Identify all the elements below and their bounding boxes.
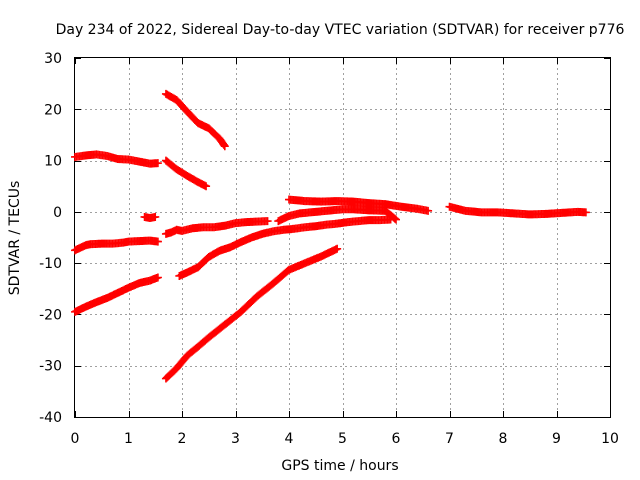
y-tick-label: -40 [39,410,62,426]
data-series [71,236,162,255]
x-tick-labels: 0 1 2 3 4 5 6 7 8 9 10 [71,431,619,447]
x-tick-label: 2 [178,431,187,447]
data-series [71,150,162,168]
data-series [161,156,211,191]
data-series [161,244,342,383]
data-point-marker [153,273,162,282]
x-tick-label: 3 [231,431,240,447]
data-series [161,217,272,238]
data-series [285,195,433,215]
x-tick-label: 4 [285,431,294,447]
data-series [140,212,160,223]
y-tick-labels: -40 -30 -20 -10 0 10 20 30 [39,51,62,426]
y-tick-label: -20 [39,307,62,323]
data-series [274,205,400,226]
data-point-marker [390,214,399,223]
data-point-marker [263,217,272,226]
data-point-marker [202,182,211,191]
data-series [175,215,395,280]
data-series [71,273,162,316]
x-tick-label: 7 [445,431,454,447]
data-point-marker [386,215,395,224]
plot-area-frame [74,57,611,418]
data-point-marker [220,142,229,151]
chart-title: Day 234 of 2022, Sidereal Day-to-day VTE… [56,22,625,38]
data-series [161,89,229,151]
data-series [445,202,590,219]
x-tick-label: 5 [338,431,347,447]
data-point-marker [333,244,342,253]
y-axis-label: SDTVAR / TECUs [7,181,23,296]
x-tick-label: 0 [71,431,80,447]
y-tick-label: 0 [53,205,62,221]
x-tick-label: 10 [601,431,619,447]
x-tick-label: 8 [499,431,508,447]
x-tick-label: 9 [552,431,561,447]
x-tick-label: 1 [124,431,133,447]
y-tick-label: 10 [44,154,62,170]
data-point-marker [424,206,433,215]
x-tick-label: 6 [392,431,401,447]
y-tick-label: -10 [39,256,62,272]
y-tick-label: 20 [44,102,62,118]
y-tick-label: 30 [44,51,62,67]
data-points [71,89,590,383]
data-point-marker [219,140,228,149]
data-point-marker [153,159,162,168]
y-tick-label: -30 [39,359,62,375]
data-point-marker [581,208,590,217]
x-axis-label: GPS time / hours [281,458,398,474]
data-point-marker [151,212,160,221]
axis-ticks [75,58,611,418]
data-point-marker [153,237,162,246]
